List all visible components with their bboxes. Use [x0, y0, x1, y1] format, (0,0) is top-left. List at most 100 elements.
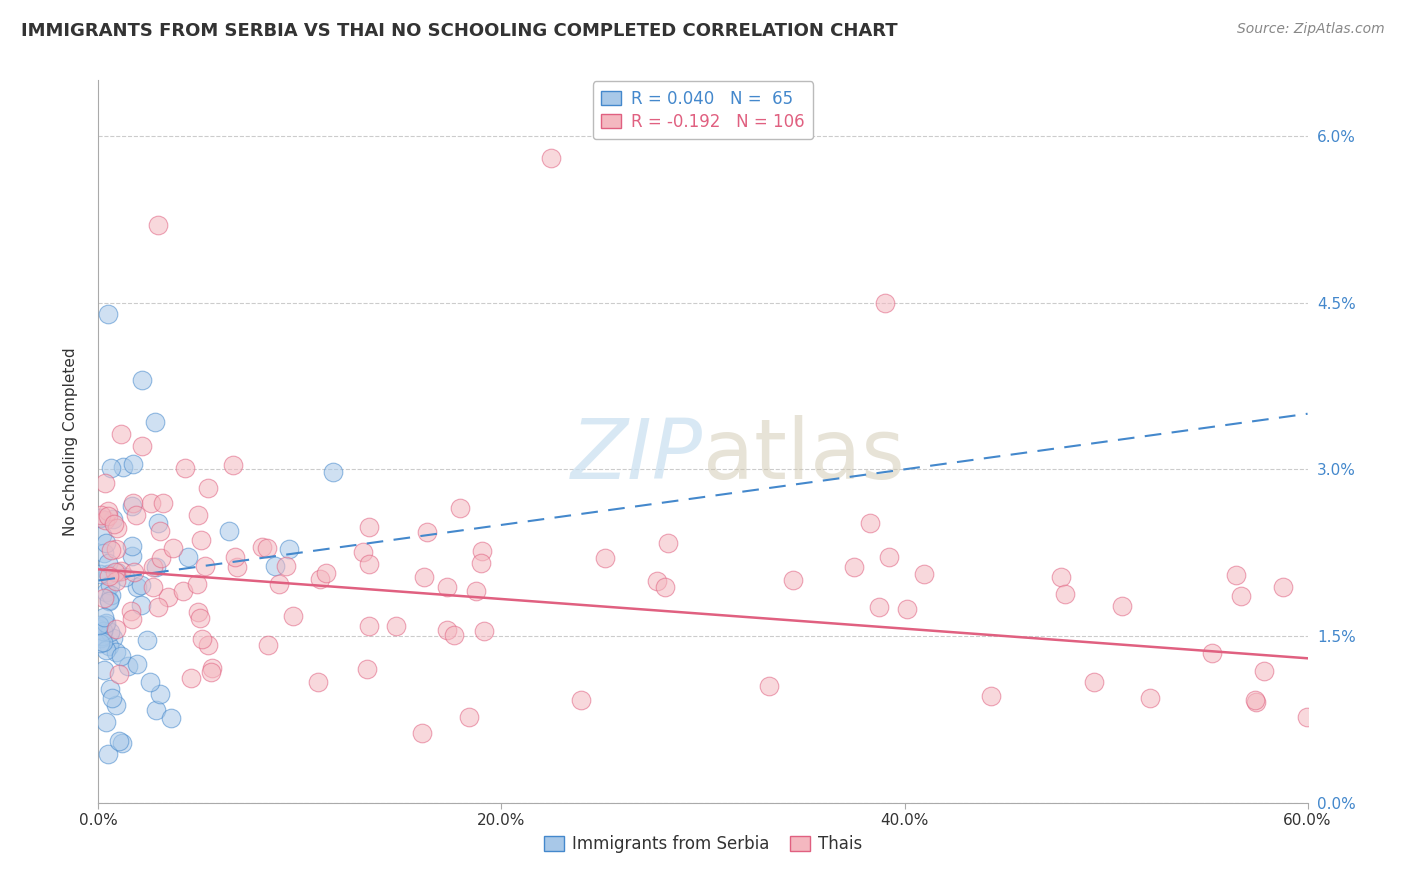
Point — [188, 611, 211, 625]
Point — [896, 602, 918, 616]
Point — [114, 570, 136, 584]
Point — [97, 504, 120, 518]
Point — [148, 600, 170, 615]
Point — [278, 542, 301, 557]
Point — [146, 516, 169, 530]
Point — [125, 508, 148, 522]
Point — [142, 559, 165, 574]
Text: atlas: atlas — [703, 416, 904, 497]
Point — [97, 556, 120, 570]
Point — [257, 638, 280, 652]
Point — [187, 508, 209, 522]
Point — [1244, 695, 1267, 709]
Point — [104, 565, 127, 579]
Point — [472, 624, 495, 639]
Point — [471, 544, 494, 558]
Point — [100, 588, 122, 602]
Point — [148, 218, 170, 232]
Point — [105, 645, 128, 659]
Point — [93, 635, 115, 649]
Point — [121, 604, 143, 618]
Point — [97, 639, 120, 653]
Point — [150, 550, 173, 565]
Point — [98, 578, 121, 592]
Point — [100, 543, 122, 558]
Point — [110, 427, 132, 442]
Point — [450, 500, 472, 515]
Point — [121, 612, 143, 626]
Point — [93, 610, 115, 624]
Point — [89, 617, 111, 632]
Point — [1139, 691, 1161, 706]
Text: IMMIGRANTS FROM SERBIA VS THAI NO SCHOOLING COMPLETED CORRELATION CHART: IMMIGRANTS FROM SERBIA VS THAI NO SCHOOL… — [21, 22, 897, 40]
Point — [121, 499, 143, 513]
Point — [98, 682, 121, 697]
Point — [143, 415, 166, 429]
Point — [152, 496, 174, 510]
Point — [105, 565, 128, 579]
Point — [187, 605, 209, 619]
Point — [127, 580, 149, 594]
Point — [443, 628, 465, 642]
Point — [127, 657, 149, 671]
Point — [263, 559, 285, 574]
Point — [104, 541, 127, 556]
Point — [256, 541, 278, 555]
Point — [436, 580, 458, 594]
Point — [145, 560, 167, 574]
Point — [94, 536, 117, 550]
Point — [201, 661, 224, 675]
Point — [108, 667, 131, 681]
Point — [385, 619, 408, 633]
Point — [359, 557, 381, 571]
Point — [97, 566, 120, 581]
Point — [145, 703, 167, 717]
Point — [110, 649, 132, 664]
Point — [1253, 664, 1275, 678]
Point — [416, 525, 439, 540]
Text: Source: ZipAtlas.com: Source: ZipAtlas.com — [1237, 22, 1385, 37]
Point — [176, 550, 198, 565]
Point — [194, 558, 217, 573]
Point — [859, 516, 882, 530]
Point — [912, 566, 935, 581]
Point — [117, 659, 139, 673]
Point — [89, 566, 111, 581]
Point — [356, 662, 378, 676]
Point — [1111, 599, 1133, 613]
Point — [654, 580, 676, 594]
Text: ZIP: ZIP — [571, 416, 703, 497]
Point — [111, 460, 134, 475]
Point — [131, 439, 153, 453]
Point — [122, 495, 145, 509]
Point — [94, 585, 117, 599]
Point — [218, 524, 240, 538]
Point — [980, 689, 1002, 703]
Point — [93, 546, 115, 560]
Point — [97, 508, 120, 523]
Point — [108, 733, 131, 747]
Y-axis label: No Schooling Completed: No Schooling Completed — [63, 347, 77, 536]
Point — [252, 540, 274, 554]
Point — [139, 496, 162, 510]
Point — [97, 593, 120, 607]
Point — [105, 521, 128, 535]
Point — [98, 593, 121, 607]
Point — [357, 618, 380, 632]
Point — [269, 577, 291, 591]
Point — [352, 545, 374, 559]
Point — [149, 524, 172, 538]
Point — [569, 693, 592, 707]
Point — [645, 574, 668, 588]
Point — [93, 591, 115, 605]
Legend: Immigrants from Serbia, Thais: Immigrants from Serbia, Thais — [537, 828, 869, 860]
Point — [200, 665, 222, 679]
Point — [91, 629, 114, 643]
Point — [307, 674, 329, 689]
Point — [129, 598, 152, 612]
Point — [758, 679, 780, 693]
Point — [98, 625, 121, 640]
Point — [540, 151, 562, 165]
Point — [111, 736, 134, 750]
Point — [225, 560, 247, 574]
